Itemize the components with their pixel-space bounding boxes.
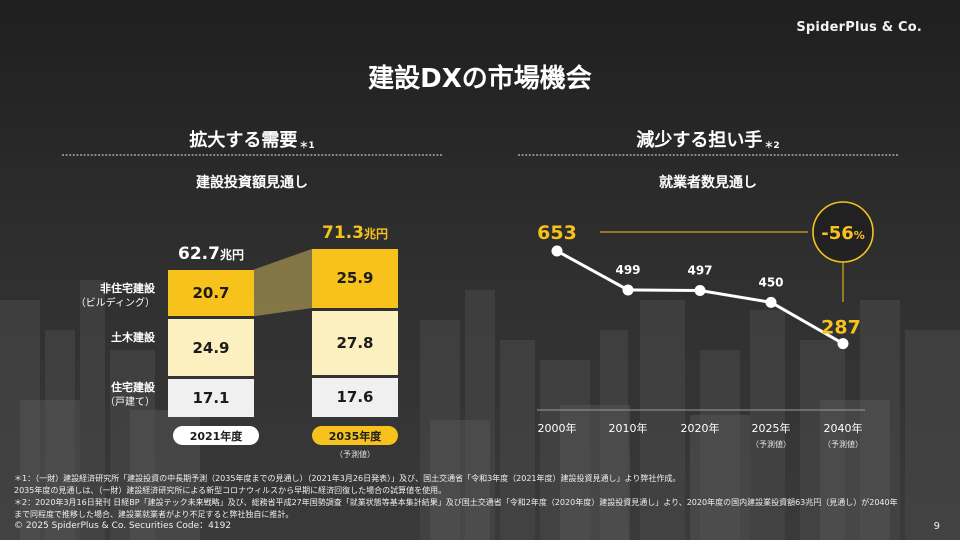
year-pill-2035: 2035年度	[312, 426, 398, 445]
data-label-2020年: 497	[687, 263, 712, 277]
data-point-2010年	[622, 284, 634, 296]
bar-forecast-note: （予測値）	[335, 450, 375, 459]
data-point-2025年	[765, 296, 777, 308]
data-point-2000年	[551, 245, 563, 257]
bar-segment-civil-2035: 27.8	[312, 311, 398, 375]
bar-segment-residential-2021: 17.1	[168, 378, 254, 417]
year-pill-2021: 2021年度	[173, 426, 259, 445]
category-label-residential-text: 住宅建設	[111, 381, 155, 394]
forecast-note-2040年: （予測値）	[823, 439, 863, 449]
x-tick-label-2000年: 2000年	[538, 421, 577, 435]
data-label-2010年: 499	[615, 263, 640, 277]
bar-total-2035-value: 71.3	[322, 222, 364, 243]
left-heading-text: 拡大する需要	[189, 130, 298, 151]
data-label-2025年: 450	[758, 275, 783, 289]
bar-total-2021: 62.7兆円	[151, 244, 271, 264]
change-badge-circle	[812, 201, 874, 263]
growth-connector-shape	[254, 248, 312, 317]
left-heading-note: ＊1	[299, 141, 315, 151]
x-tick-label-2010年: 2010年	[609, 421, 648, 435]
category-label-nonresidential-sub: （ビルディング）	[75, 298, 155, 309]
left-heading: 拡大する需要 ＊1	[62, 126, 442, 152]
bar-total-2021-unit: 兆円	[219, 247, 244, 262]
bar-segment-civil-2021: 24.9	[168, 319, 254, 376]
page-title: 建設DXの市場機会	[368, 64, 592, 94]
footnote-1: ＊1：（一財）建設経済研究所「建設投資の中長期予測（2035年度までの見通し）（…	[14, 474, 681, 483]
data-label-2040年: 287	[821, 317, 861, 339]
bar-segment-nonresidential-2021: 20.7	[168, 269, 254, 317]
copyright: © 2025 SpiderPlus & Co. Securities Code：…	[14, 521, 232, 531]
x-tick-label-2040年: 2040年	[824, 421, 863, 435]
bar-segment-nonresidential-2035: 25.9	[312, 248, 398, 309]
x-tick-label-2020年: 2020年	[681, 421, 720, 435]
data-point-2040年	[837, 338, 849, 350]
x-tick-label-2025年: 2025年	[752, 421, 791, 435]
data-point-2020年	[694, 284, 706, 296]
bar-total-2035-unit: 兆円	[363, 226, 388, 241]
data-label-2000年: 653	[537, 222, 577, 244]
category-label-nonresidential-text: 非住宅建設	[100, 282, 155, 295]
bar-segment-residential-2035: 17.6	[312, 377, 398, 417]
footnotes: ＊1：（一財）建設経済研究所「建設投資の中長期予測（2035年度までの見通し）（…	[14, 473, 949, 521]
right-heading: 減少する担い手 ＊2	[518, 126, 898, 152]
change-badge-value: -56%	[821, 223, 865, 244]
footnote-2: 2035年度の見通しは、（一財）建設経済研究所による新型コロナウィルスから早期に…	[14, 486, 447, 495]
footnote-3: ＊2：2020年3月16日発刊 日経BP「建設テック未来戦略」及び、総務省平成2…	[14, 498, 898, 507]
right-subtitle: 就業者数見通し	[659, 175, 757, 191]
right-heading-note: ＊2	[764, 141, 780, 151]
footnote-4: まで同程度で推移した場合、建設業就業者がより不足すると弊社独自に推計。	[14, 510, 294, 519]
page-number: 9	[933, 521, 940, 532]
brand-logo: SpiderPlus & Co.	[796, 20, 922, 35]
forecast-note-2025年: （予測値）	[751, 439, 791, 449]
category-label-nonresidential: 非住宅建設 （ビルディング）	[50, 281, 155, 311]
category-label-residential: 住宅建設 （戸建て）	[50, 380, 155, 410]
category-label-civil: 土木建設	[50, 330, 155, 345]
bar-total-2035: 71.3兆円	[295, 223, 415, 243]
category-label-civil-text: 土木建設	[111, 331, 155, 344]
bar-total-2021-value: 62.7	[178, 243, 220, 264]
category-label-residential-sub: （戸建て）	[105, 397, 155, 408]
right-heading-text: 減少する担い手	[636, 130, 763, 151]
left-subtitle: 建設投資額見通し	[196, 175, 308, 191]
